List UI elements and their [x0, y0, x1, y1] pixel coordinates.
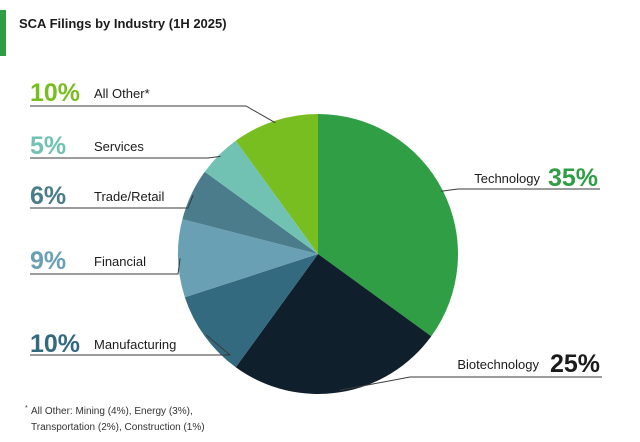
value-manufacturing: 10% — [30, 330, 80, 358]
value-trade-retail: 6% — [30, 182, 66, 210]
footnote-line-2: Transportation (2%), Construction (1%) — [31, 422, 205, 433]
label-services: Services — [94, 139, 144, 154]
label-trade-retail: Trade/Retail — [94, 189, 164, 204]
chart-title: SCA Filings by Industry (1H 2025) — [19, 16, 227, 31]
label-technology: Technology — [474, 171, 540, 186]
footnote-marker: * — [25, 405, 28, 412]
leader-lines — [30, 105, 602, 391]
slice-labels: Technology 35% Biotechnology 25% 10% Manufact… — [30, 79, 600, 378]
value-financial: 9% — [30, 247, 66, 275]
value-biotechnology: 25% — [550, 350, 600, 378]
leader-line-trade-retail — [30, 195, 194, 209]
slice-technology — [318, 114, 458, 337]
label-biotechnology: Biotechnology — [457, 357, 539, 372]
slice-financial — [177, 219, 318, 298]
leader-line-technology — [440, 188, 600, 192]
value-all-other: 10% — [30, 79, 80, 107]
title-accent-bar — [0, 10, 6, 56]
label-financial: Financial — [94, 254, 146, 269]
leader-line-biotechnology — [339, 376, 602, 391]
value-technology: 35% — [548, 164, 598, 192]
leader-line-services — [30, 155, 221, 159]
pie-slices — [177, 114, 458, 394]
slice-trade-retail — [182, 171, 318, 254]
footnote-line-1: All Other: Mining (4%), Energy (3%), — [31, 406, 193, 417]
slice-biotechnology — [235, 254, 432, 394]
slice-manufacturing — [184, 254, 318, 368]
label-all-other: All Other* — [94, 86, 150, 101]
slice-all-other — [235, 114, 318, 254]
value-services: 5% — [30, 132, 66, 160]
leader-line-all-other — [30, 105, 276, 124]
label-manufacturing: Manufacturing — [94, 337, 176, 352]
slice-services — [204, 140, 318, 254]
leader-line-financial — [30, 258, 181, 275]
leader-line-manufacturing — [30, 334, 232, 356]
